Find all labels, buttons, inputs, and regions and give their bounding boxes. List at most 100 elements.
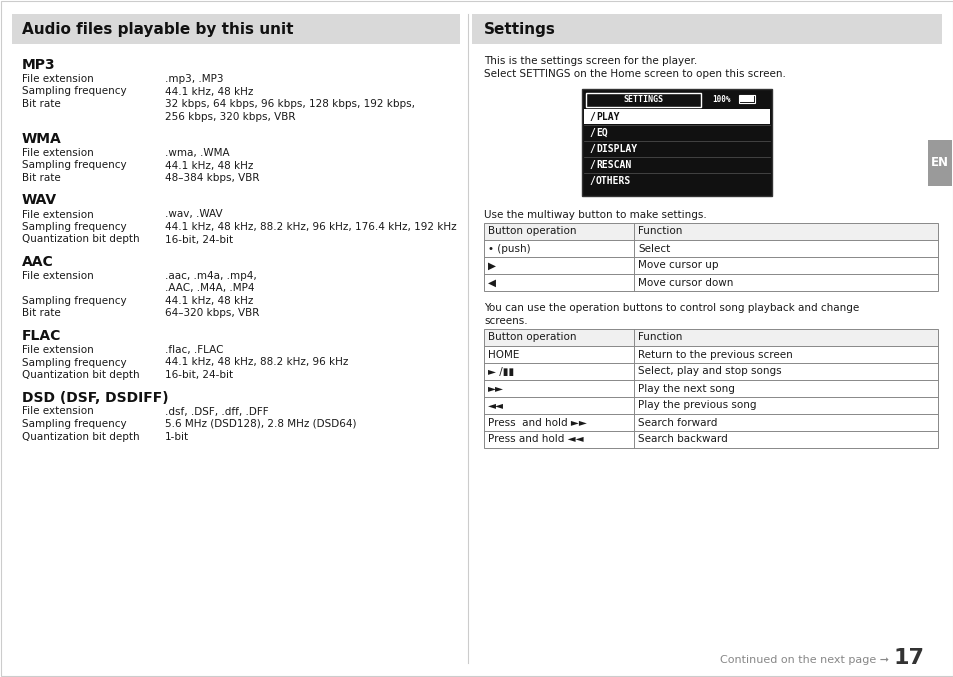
Text: File extension: File extension — [22, 209, 93, 219]
Text: 1-bit: 1-bit — [165, 431, 189, 441]
Text: .mp3, .MP3: .mp3, .MP3 — [165, 74, 223, 84]
Text: Select SETTINGS on the Home screen to open this screen.: Select SETTINGS on the Home screen to op… — [483, 69, 785, 79]
Text: • (push): • (push) — [488, 244, 530, 253]
Text: Button operation: Button operation — [488, 227, 576, 236]
Text: 44.1 kHz, 48 kHz: 44.1 kHz, 48 kHz — [165, 160, 253, 171]
Bar — [583, 109, 769, 124]
Text: WMA: WMA — [22, 132, 62, 146]
Bar — [585, 93, 700, 107]
Text: /: / — [588, 176, 595, 186]
Text: Select: Select — [638, 244, 670, 253]
Text: DISPLAY: DISPLAY — [596, 144, 637, 154]
Text: /: / — [588, 144, 595, 154]
Bar — [483, 329, 937, 346]
Text: .wma, .WMA: .wma, .WMA — [165, 148, 230, 158]
Text: Button operation: Button operation — [488, 332, 576, 343]
Bar — [581, 89, 771, 196]
Text: Search forward: Search forward — [638, 418, 717, 427]
Text: /: / — [588, 160, 595, 170]
Text: Sampling frequency: Sampling frequency — [22, 357, 127, 368]
Text: Bit rate: Bit rate — [22, 309, 61, 318]
Text: /: / — [588, 128, 595, 138]
Bar — [483, 223, 937, 240]
Bar — [483, 223, 937, 291]
Text: ◀: ◀ — [488, 278, 496, 288]
Text: Sampling frequency: Sampling frequency — [22, 419, 127, 429]
Text: Function: Function — [638, 227, 681, 236]
Text: FLAC: FLAC — [22, 329, 61, 343]
Text: File extension: File extension — [22, 148, 93, 158]
Text: ►►: ►► — [488, 383, 503, 393]
Text: 44.1 kHz, 48 kHz, 88.2 kHz, 96 kHz: 44.1 kHz, 48 kHz, 88.2 kHz, 96 kHz — [165, 357, 348, 368]
Text: File extension: File extension — [22, 406, 93, 416]
Text: ▶: ▶ — [488, 261, 496, 271]
Text: Quantization bit depth: Quantization bit depth — [22, 431, 139, 441]
Text: EQ: EQ — [596, 128, 607, 138]
Text: Quantization bit depth: Quantization bit depth — [22, 370, 139, 380]
Text: RESCAN: RESCAN — [596, 160, 631, 170]
Text: Sampling frequency: Sampling frequency — [22, 87, 127, 97]
Text: 5.6 MHz (DSD128), 2.8 MHz (DSD64): 5.6 MHz (DSD128), 2.8 MHz (DSD64) — [165, 419, 356, 429]
Text: Quantization bit depth: Quantization bit depth — [22, 234, 139, 244]
Text: Press  and hold ►►: Press and hold ►► — [488, 418, 586, 427]
Text: Play the next song: Play the next song — [638, 383, 734, 393]
Text: Move cursor down: Move cursor down — [638, 278, 733, 288]
Text: .wav, .WAV: .wav, .WAV — [165, 209, 222, 219]
Text: 44.1 kHz, 48 kHz: 44.1 kHz, 48 kHz — [165, 87, 253, 97]
Text: Continued on the next page ➞: Continued on the next page ➞ — [720, 655, 888, 665]
Text: screens.: screens. — [483, 316, 527, 326]
Text: DSD (DSF, DSDIFF): DSD (DSF, DSDIFF) — [22, 391, 169, 404]
Text: Settings: Settings — [483, 22, 556, 37]
Text: 48–384 kbps, VBR: 48–384 kbps, VBR — [165, 173, 259, 183]
Text: 64–320 kbps, VBR: 64–320 kbps, VBR — [165, 309, 259, 318]
Text: ◄◄: ◄◄ — [488, 401, 503, 410]
Text: This is the settings screen for the player.: This is the settings screen for the play… — [483, 56, 697, 66]
Text: 256 kbps, 320 kbps, VBR: 256 kbps, 320 kbps, VBR — [165, 112, 295, 121]
Text: 44.1 kHz, 48 kHz: 44.1 kHz, 48 kHz — [165, 296, 253, 306]
Text: 44.1 kHz, 48 kHz, 88.2 kHz, 96 kHz, 176.4 kHz, 192 kHz: 44.1 kHz, 48 kHz, 88.2 kHz, 96 kHz, 176.… — [165, 222, 456, 232]
Bar — [739, 95, 754, 103]
Text: Sampling frequency: Sampling frequency — [22, 222, 127, 232]
Text: 17: 17 — [893, 648, 924, 668]
Bar — [927, 140, 951, 186]
Text: Bit rate: Bit rate — [22, 99, 61, 109]
Bar — [472, 14, 941, 44]
Text: .aac, .m4a, .mp4,: .aac, .m4a, .mp4, — [165, 271, 256, 281]
Text: .AAC, .M4A, .MP4: .AAC, .M4A, .MP4 — [165, 284, 254, 294]
Text: HOME: HOME — [488, 349, 518, 359]
Text: Bit rate: Bit rate — [22, 173, 61, 183]
Bar — [740, 96, 753, 102]
Text: You can use the operation buttons to control song playback and change: You can use the operation buttons to con… — [483, 303, 859, 313]
Text: /: / — [588, 112, 595, 122]
Text: Select, play and stop songs: Select, play and stop songs — [638, 366, 781, 376]
Text: Sampling frequency: Sampling frequency — [22, 296, 127, 306]
Text: PLAY: PLAY — [596, 112, 618, 122]
Text: OTHERS: OTHERS — [596, 176, 631, 186]
Bar — [483, 329, 937, 448]
Text: AAC: AAC — [22, 255, 53, 269]
Text: 16-bit, 24-bit: 16-bit, 24-bit — [165, 234, 233, 244]
Bar — [12, 14, 459, 44]
Text: Play the previous song: Play the previous song — [638, 401, 756, 410]
Text: EN: EN — [930, 156, 948, 169]
Text: 16-bit, 24-bit: 16-bit, 24-bit — [165, 370, 233, 380]
Text: 100%: 100% — [711, 95, 730, 104]
Text: Search backward: Search backward — [638, 435, 727, 445]
Text: ► /▮▮: ► /▮▮ — [488, 366, 514, 376]
Text: MP3: MP3 — [22, 58, 55, 72]
Text: Function: Function — [638, 332, 681, 343]
Text: Use the multiway button to make settings.: Use the multiway button to make settings… — [483, 210, 706, 220]
Text: File extension: File extension — [22, 271, 93, 281]
Text: File extension: File extension — [22, 345, 93, 355]
Text: Audio files playable by this unit: Audio files playable by this unit — [22, 22, 294, 37]
Text: WAV: WAV — [22, 194, 57, 207]
Text: SETTINGS: SETTINGS — [623, 95, 662, 104]
Text: Sampling frequency: Sampling frequency — [22, 160, 127, 171]
Text: 32 kbps, 64 kbps, 96 kbps, 128 kbps, 192 kbps,: 32 kbps, 64 kbps, 96 kbps, 128 kbps, 192… — [165, 99, 415, 109]
Text: .flac, .FLAC: .flac, .FLAC — [165, 345, 223, 355]
Text: .dsf, .DSF, .dff, .DFF: .dsf, .DSF, .dff, .DFF — [165, 406, 269, 416]
Text: Press and hold ◄◄: Press and hold ◄◄ — [488, 435, 583, 445]
Text: Move cursor up: Move cursor up — [638, 261, 718, 271]
Text: File extension: File extension — [22, 74, 93, 84]
Text: Return to the previous screen: Return to the previous screen — [638, 349, 792, 359]
